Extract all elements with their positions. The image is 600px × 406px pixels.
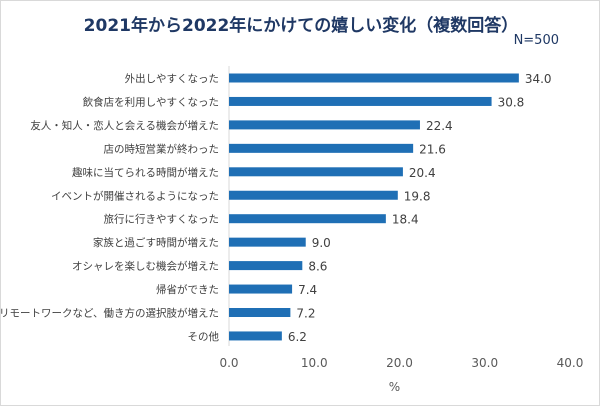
data-label: 6.2 [288,330,307,344]
bar [229,167,403,177]
bar [229,331,282,341]
x-tick-label: 10.0 [301,356,328,370]
category-label: 家族と過ごす時間が増えた [93,236,219,249]
sample-size: N=500 [513,33,559,48]
data-label: 7.2 [296,307,315,321]
category-label: 外出しやすくなった [125,72,219,85]
bar [229,96,492,106]
category-label: 友人・知人・恋人と会える機会が増えた [30,119,219,132]
data-label: 22.4 [426,119,453,133]
data-label: 9.0 [312,236,331,250]
bar [229,261,303,271]
data-label: 34.0 [525,72,552,86]
category-label: リモートワークなど、働き方の選択肢が増えた [1,307,219,320]
category-label: 旅行に行きやすくなった [104,213,220,226]
bar [229,73,519,83]
data-label: 21.6 [419,142,446,156]
bar [229,120,420,130]
category-label: その他 [188,330,220,343]
category-label: オシャレを楽しむ機会が増えた [72,260,219,273]
data-label: 20.4 [409,166,436,180]
x-axis-label: % [389,380,400,394]
data-label: 7.4 [298,283,317,297]
category-label: 店の時短営業が終わった [104,142,220,155]
bar [229,284,293,294]
data-label: 18.4 [392,213,419,227]
bar [229,214,386,224]
bar [229,190,398,200]
bar [229,237,306,247]
x-tick-label: 0.0 [219,356,238,370]
chart-title: 2021年から2022年にかけての嬉しい変化（複数回答） [83,16,519,36]
x-tick-label: 20.0 [386,356,413,370]
category-label: 帰省ができた [156,283,219,296]
data-label: 30.8 [498,95,525,109]
data-label: 19.8 [404,189,431,203]
bar [229,308,291,317]
data-label: 8.6 [308,260,327,274]
bar [229,143,414,153]
category-label: 趣味に当てられる時間が増えた [72,166,219,179]
x-tick-label: 30.0 [471,356,498,370]
category-label: 飲食店を利用しやすくなった [83,95,219,108]
x-tick-label: 40.0 [557,356,584,370]
category-label: イベントが開催されるようになった [51,189,219,202]
